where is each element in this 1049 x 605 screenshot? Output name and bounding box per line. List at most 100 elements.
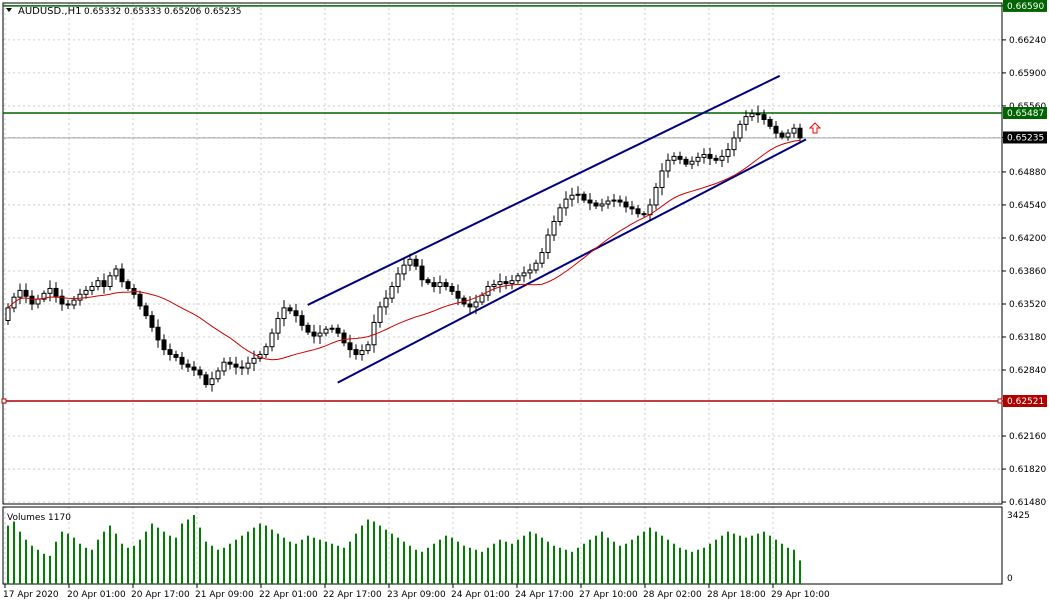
price-level-badge-label: 0.66590 [1007,2,1044,12]
time-tick-label: 22 Apr 17:00 [323,590,382,600]
ma-line [7,139,801,361]
candle-body [767,119,773,127]
candle-body [197,369,203,376]
candle-body [71,299,77,306]
price-tick-label: 0.64540 [1009,201,1046,211]
candle-body [629,206,635,210]
time-tick-label: 21 Apr 09:00 [195,590,254,600]
candle-body [713,157,719,161]
candle-body [527,269,533,274]
candle-body [473,301,479,308]
candle-body [731,137,737,151]
support-handle-right [997,398,1003,404]
time-tick-label: 28 Apr 18:00 [707,590,766,600]
price-tick-label: 0.63180 [1009,333,1046,343]
candle-body [797,127,803,139]
candle-body [467,303,473,308]
candle-body [443,282,449,288]
candle-body [101,280,107,288]
candle-body [389,286,395,299]
candle-body [659,170,665,188]
candle-body [701,153,707,158]
candle-body [41,292,47,300]
candle-body [695,156,701,162]
candle-body [275,318,281,334]
candle-body [293,310,299,317]
candle-body [47,287,53,294]
candle-body [539,252,545,264]
candle-body [491,284,497,288]
channel-upper-line [307,74,781,306]
candle-body [407,258,413,266]
candle-body [77,293,83,301]
candle-body [245,362,251,369]
candle-body [641,213,647,216]
candle-body [347,342,353,351]
candle-body [677,155,683,160]
candle-body [179,356,185,365]
candle-body [425,279,431,284]
time-tick-label: 28 Apr 02:00 [643,590,702,600]
price-level-badge [1003,394,1047,407]
volume-panel-border [2,506,1003,585]
candle-body [233,363,239,368]
candle-body [209,378,215,386]
candle-body [137,293,143,307]
candle-body [53,287,59,297]
candle-body [449,286,455,292]
price-tick-label: 0.64880 [1009,168,1046,178]
candle-body [623,201,629,208]
candle-body [791,127,797,134]
candle-body [263,346,269,355]
candle-body [341,332,347,344]
candle-body [323,328,329,334]
candle-body [671,155,677,161]
candle-body [287,307,293,312]
price-axis: 0.66590 0.66240 0.65900 0.65560 0.65235 0.648… [1002,2,1046,508]
candle-body [431,282,437,288]
candle-body [587,199,593,204]
price-level-badge-label: 0.65487 [1007,109,1044,119]
time-tick-label: 29 Apr 10:00 [771,590,830,600]
candle-body [551,220,557,236]
candle-body [401,264,407,275]
candle-body [521,272,527,277]
candle-body [479,294,485,303]
chart-title: AUDUSD.,H1 [18,6,81,17]
candle-body [761,114,767,121]
candle-body [395,273,401,288]
price-channel[interactable] [307,74,807,384]
main-panel-border [2,2,1003,505]
candle-body [749,113,755,118]
candle-body [683,158,689,165]
price-tick-label: 0.65900 [1009,69,1046,79]
candle-body [83,289,89,295]
candle-body [737,123,743,139]
candle-body [239,366,245,369]
candle-body [365,344,371,352]
candle-body [359,350,365,355]
horizontal-levels[interactable] [1,5,1003,404]
time-tick-label: 23 Apr 09:00 [387,590,446,600]
candle-body [29,295,35,305]
price-level-badge-label: 0.62521 [1007,397,1044,407]
candle-body [305,324,311,333]
price-tick-label: 0.64200 [1009,234,1046,244]
candle-body [113,268,119,277]
price-tick-label: 0.62840 [1009,366,1046,376]
time-tick-label: 17 Apr 2020 [3,590,59,600]
candle-body [215,370,221,380]
candle-body [329,327,335,330]
candle-body [335,327,341,334]
candle-body [191,366,197,371]
time-tick-label: 20 Apr 17:00 [131,590,190,600]
candle-body [311,331,317,337]
candle-body [95,280,101,288]
symbol-dropdown-icon[interactable] [6,8,12,12]
candle-body [509,280,515,285]
candle-body [575,193,581,196]
candle-body [65,303,71,306]
candle-body [119,268,125,283]
candle-body [161,339,167,351]
